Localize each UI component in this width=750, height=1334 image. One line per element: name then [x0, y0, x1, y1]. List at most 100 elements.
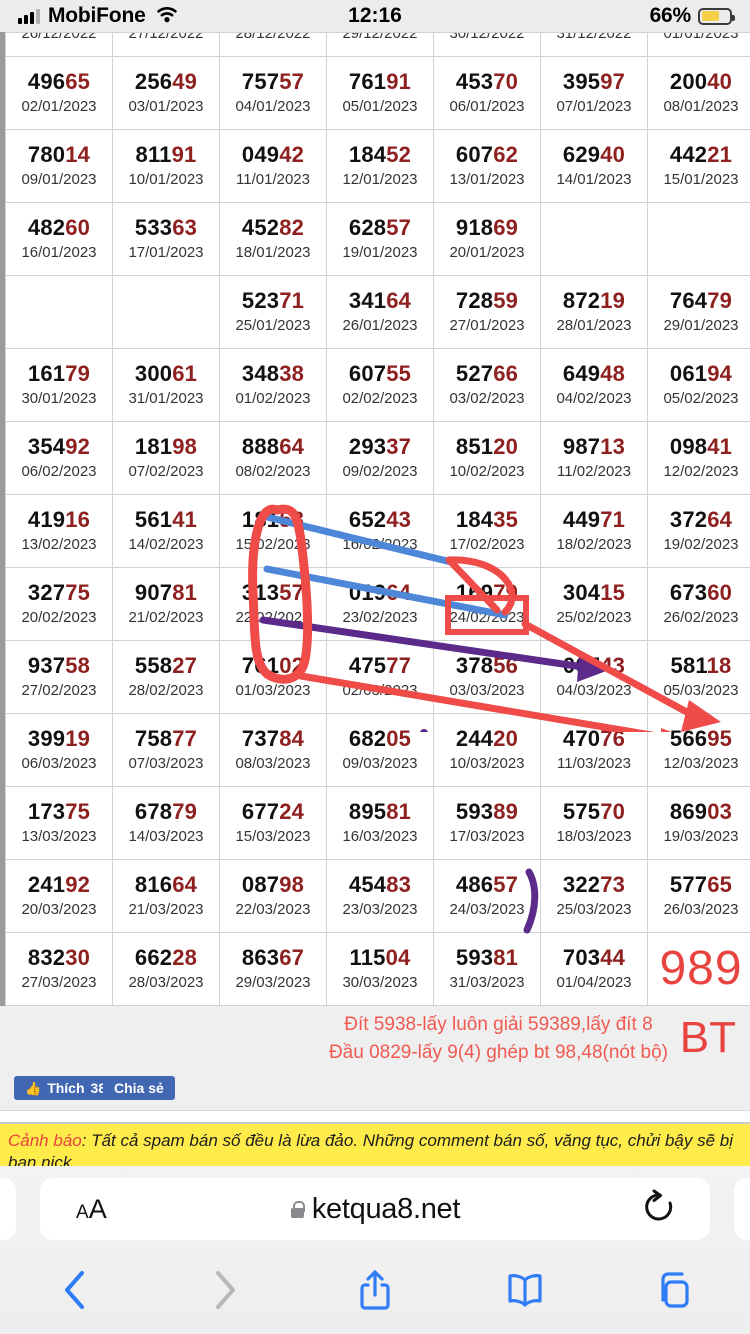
result-cell: 93758 27/02/2023: [5, 640, 113, 715]
result-number: 32775: [27, 579, 91, 605]
result-date: 03/01/2023: [128, 98, 204, 116]
result-date: 04/03/2023: [556, 682, 632, 700]
result-cell: [647, 202, 750, 277]
result-date: 03/03/2023: [449, 682, 525, 700]
result-date: 01/03/2023: [235, 682, 311, 700]
result-cell: 20040 08/01/2023: [647, 56, 750, 131]
table-row: 24192 20/03/2023 81664 21/03/2023 08798 22/03…: [5, 859, 750, 934]
result-date: 09/01/2023: [21, 171, 97, 189]
result-cell: 08798 22/03/2023: [219, 859, 327, 934]
result-cell: 34164 26/01/2023: [326, 275, 434, 350]
reload-icon[interactable]: [642, 1189, 676, 1230]
share-button[interactable]: [300, 1268, 450, 1317]
result-date: 14/01/2023: [556, 171, 632, 189]
result-date: 02/02/2023: [342, 390, 418, 408]
result-date: 05/03/2023: [663, 682, 739, 700]
result-date: 02/01/2023: [21, 98, 97, 116]
result-date: 10/03/2023: [449, 755, 525, 773]
result-number: 39919: [27, 725, 91, 751]
result-cell: 48260 16/01/2023: [5, 202, 113, 277]
result-date: 24/03/2023: [449, 901, 525, 919]
result-cell: [5, 275, 113, 350]
result-number: 60762: [455, 141, 519, 167]
previous-tab-edge[interactable]: [0, 1178, 16, 1240]
lottery-results-table: 26/12/2022 27/12/2022 28/12/2022 29/12/2022…: [5, 32, 750, 1007]
lottery-results-table-wrapper: 26/12/2022 27/12/2022 28/12/2022 29/12/2022…: [0, 32, 750, 1007]
result-date: 22/03/2023: [235, 901, 311, 919]
result-number: 62940: [562, 141, 626, 167]
result-cell: 31/12/2022: [540, 32, 648, 58]
result-cell: 18452 12/01/2023: [326, 129, 434, 204]
result-date: 17/02/2023: [449, 536, 525, 554]
result-cell: 88864 08/02/2023: [219, 421, 327, 496]
result-cell: 39919 06/03/2023: [5, 713, 113, 788]
result-date: 25/02/2023: [556, 609, 632, 627]
result-cell: [112, 275, 220, 350]
result-date: 01/01/2023: [663, 32, 739, 42]
warning-body: : Tất cả spam bán số đều là lừa đảo. Nhữ…: [8, 1131, 734, 1166]
result-cell: 11504 30/03/2023: [326, 932, 434, 1007]
result-cell: 68205 09/03/2023: [326, 713, 434, 788]
result-date: 30/03/2023: [342, 974, 418, 992]
result-date: 09/03/2023: [342, 755, 418, 773]
url-text: ketqua8.net: [311, 1192, 461, 1225]
result-number: 48260: [27, 214, 91, 240]
result-cell: 37264 19/02/2023: [647, 494, 750, 569]
result-number: 75877: [134, 725, 198, 751]
table-row: 52371 25/01/2023 34164 26/01/2023 72859 27/01…: [5, 275, 750, 350]
result-number: 64948: [562, 360, 626, 386]
bt-label: BT: [679, 1013, 736, 1063]
result-cell: 45483 23/03/2023: [326, 859, 434, 934]
result-number: 85120: [455, 433, 519, 459]
result-date: 14/02/2023: [128, 536, 204, 554]
result-number: 48657: [455, 871, 519, 897]
result-number: 09841: [669, 433, 733, 459]
result-number: 31357: [241, 579, 305, 605]
result-cell: 67724 15/03/2023: [219, 786, 327, 861]
next-tab-edge[interactable]: [734, 1178, 750, 1240]
safari-address-bar[interactable]: AA ketqua8.net: [40, 1178, 710, 1240]
result-number: 76191: [348, 68, 412, 94]
result-cell: 25649 03/01/2023: [112, 56, 220, 131]
result-date: 12/03/2023: [663, 755, 739, 773]
forward-chevron-icon: [212, 1269, 238, 1316]
facebook-like-button[interactable]: 👍 Thích 38: [14, 1076, 118, 1101]
result-cell: 81664 21/03/2023: [112, 859, 220, 934]
battery-icon: [698, 7, 735, 25]
result-date: 17/01/2023: [128, 244, 204, 262]
result-number: 01964: [348, 579, 412, 605]
webpage-content: 26/12/2022 27/12/2022 28/12/2022 29/12/2022…: [0, 32, 750, 1166]
result-date: 29/01/2023: [663, 317, 739, 335]
facebook-action-row: 👍 Thích 38 Chia sẻ: [0, 1076, 750, 1111]
result-number: 45282: [241, 214, 305, 240]
result-date: 26/01/2023: [342, 317, 418, 335]
tabs-button[interactable]: [600, 1270, 750, 1315]
result-number: 87219: [562, 287, 626, 313]
table-row: 17375 13/03/2023 67879 14/03/2023 67724 15/03…: [5, 786, 750, 861]
result-number: 81664: [134, 871, 198, 897]
result-number: 83230: [27, 944, 91, 970]
result-cell: 01964 23/02/2023: [326, 567, 434, 642]
result-number: 47577: [348, 652, 412, 678]
result-number: 24192: [27, 871, 91, 897]
result-cell: 30/12/2022: [433, 32, 541, 58]
result-cell: 67360 26/02/2023: [647, 567, 750, 642]
back-button[interactable]: [0, 1269, 150, 1316]
signal-strength-icon: [18, 8, 40, 24]
facebook-share-button[interactable]: Chia sẻ: [103, 1076, 175, 1101]
result-date: 13/03/2023: [21, 828, 97, 846]
result-date: 07/02/2023: [128, 463, 204, 481]
result-date: 27/02/2023: [21, 682, 97, 700]
text-size-button[interactable]: AA: [76, 1194, 107, 1225]
result-date: 15/02/2023: [235, 536, 311, 554]
result-cell: 45282 18/01/2023: [219, 202, 327, 277]
result-date: 12/02/2023: [663, 463, 739, 481]
result-cell: 47076 11/03/2023: [540, 713, 648, 788]
bookmarks-button[interactable]: [450, 1270, 600, 1315]
result-number: 65243: [348, 506, 412, 532]
result-number: 91869: [455, 214, 519, 240]
result-date: 31/01/2023: [128, 390, 204, 408]
result-date: 31/12/2022: [556, 32, 632, 42]
result-number: 56695: [669, 725, 733, 751]
